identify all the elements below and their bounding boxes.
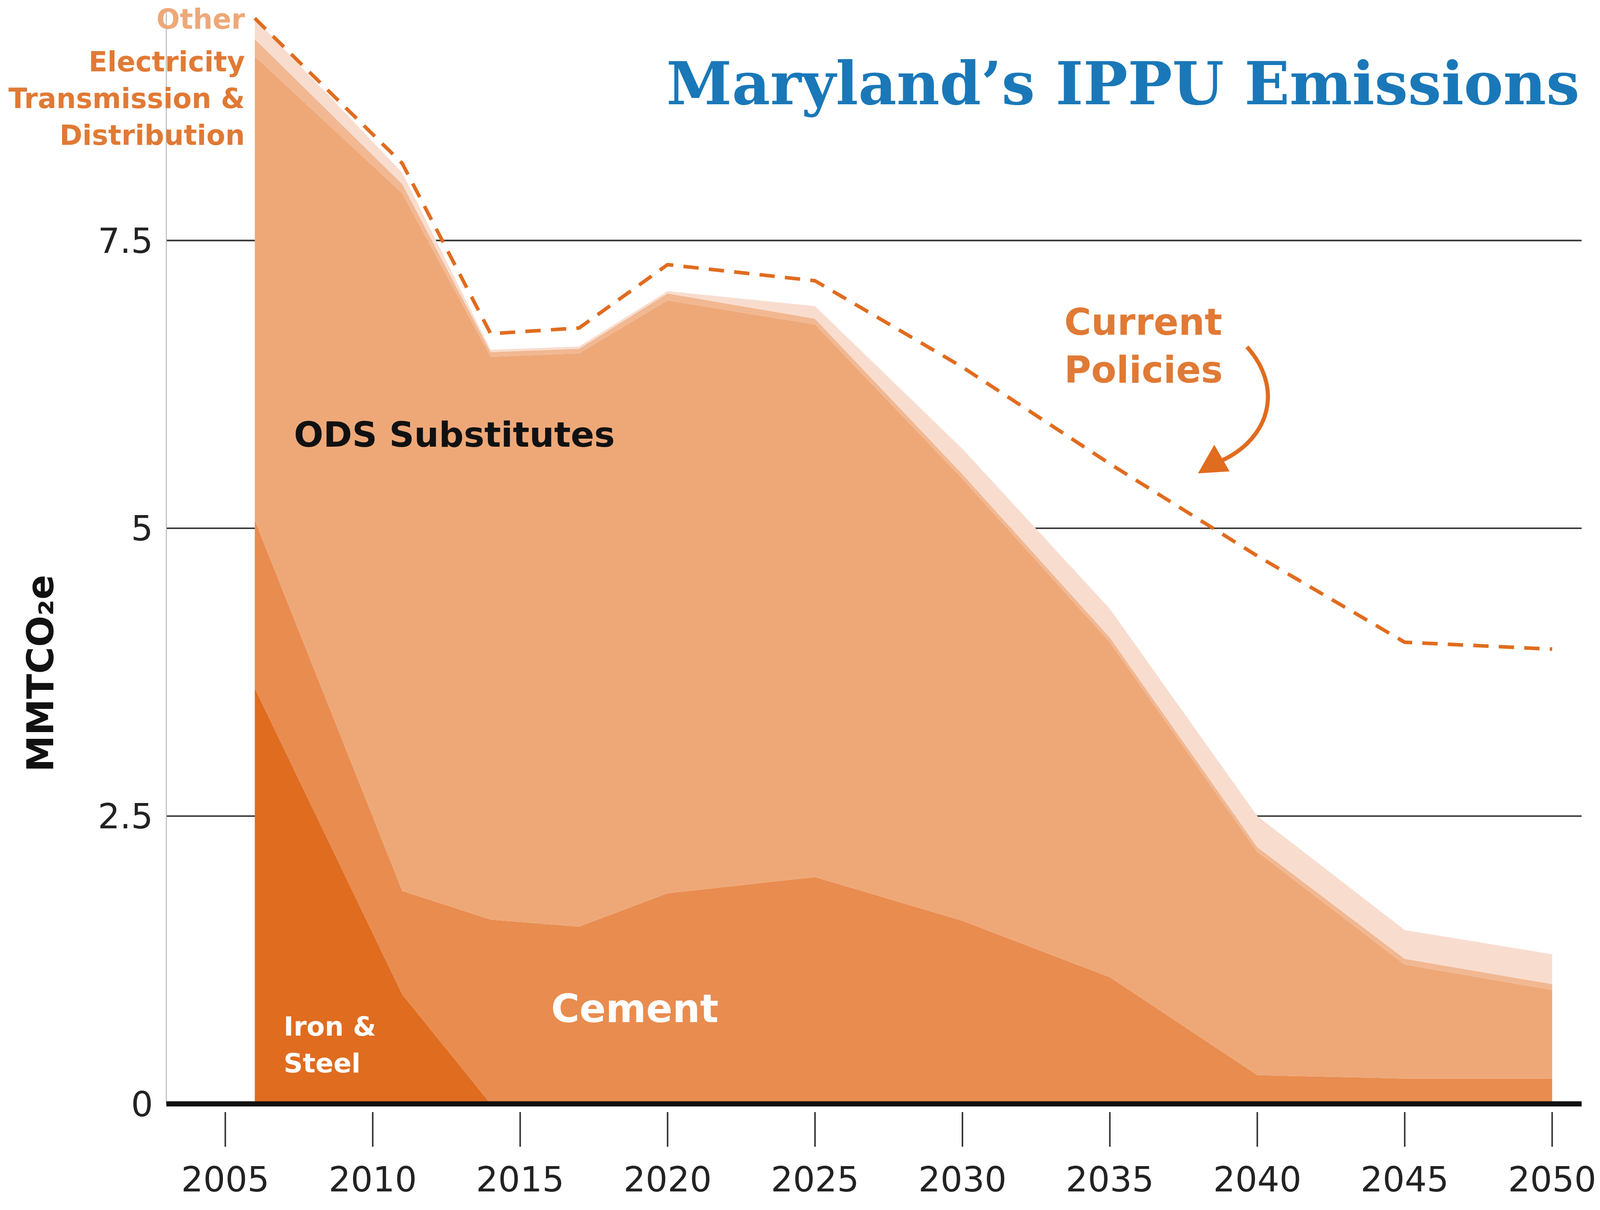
y-tick-label: 2.5 xyxy=(97,796,154,837)
x-tick xyxy=(1256,1112,1259,1147)
x-tick-label: 2050 xyxy=(1507,1159,1597,1200)
text-line: Iron & xyxy=(283,1011,377,1043)
x-tick xyxy=(1404,1112,1406,1147)
y-axis-line xyxy=(165,10,167,1104)
x-tick xyxy=(224,1112,227,1147)
text-line: Steel xyxy=(283,1048,361,1079)
x-tick-label: 2030 xyxy=(918,1159,1007,1200)
annotation-arrow xyxy=(1220,347,1268,462)
x-tick xyxy=(666,1112,669,1147)
chart: 0 2.5 5 7.5 2005 2010 2015 2020 2025 2030 2035 2040… xyxy=(0,0,1600,1210)
title: Maryland’s IPPU Emissions xyxy=(666,48,1580,119)
x-tick xyxy=(519,1112,522,1147)
x-tick-label: 2020 xyxy=(623,1159,712,1200)
x-tick-label: 2005 xyxy=(181,1159,270,1200)
text-line: Distribution xyxy=(59,119,245,152)
x-tick xyxy=(372,1112,374,1147)
x-tick-label: 2025 xyxy=(771,1159,860,1200)
series-label: ODS Substitutes xyxy=(293,414,615,455)
series-label: Iron & Steel xyxy=(283,1011,377,1079)
annotation-arrowhead xyxy=(1197,445,1230,474)
y-tick-label: 0 xyxy=(130,1084,153,1125)
y-tick-label: 5 xyxy=(130,508,153,549)
text-line: Cement xyxy=(551,986,719,1032)
x-tick xyxy=(1551,1112,1554,1147)
area xyxy=(254,38,1552,990)
baseline xyxy=(166,1101,1582,1107)
text-line: ODS Substitutes xyxy=(293,414,615,455)
plot-area xyxy=(254,18,1552,1104)
x-tick-label: 2045 xyxy=(1360,1159,1449,1200)
y-tick-label: 7.5 xyxy=(97,220,154,261)
text-line: Current xyxy=(1064,300,1223,344)
y-axis-label: MMTCO₂e xyxy=(19,574,63,772)
text-line: Policies xyxy=(1064,348,1223,392)
text-line: Electricity xyxy=(88,45,245,78)
x-tick xyxy=(961,1112,964,1147)
x-tick-label: 2040 xyxy=(1213,1159,1302,1200)
x-tick xyxy=(814,1112,816,1147)
x-tick-label: 2010 xyxy=(328,1159,417,1200)
area xyxy=(254,18,1552,985)
text-line: Other xyxy=(156,2,245,36)
series-label: Electricity Transmission & Distribution xyxy=(8,45,245,152)
series-label: Cement xyxy=(551,986,719,1032)
series-label: Other xyxy=(156,2,245,36)
x-tick-label: 2015 xyxy=(475,1159,565,1200)
x-tick-label: 2035 xyxy=(1065,1159,1155,1200)
text-line: Transmission & xyxy=(8,82,245,115)
annotation: CurrentPolicies xyxy=(1064,300,1223,392)
x-tick xyxy=(1108,1112,1111,1147)
